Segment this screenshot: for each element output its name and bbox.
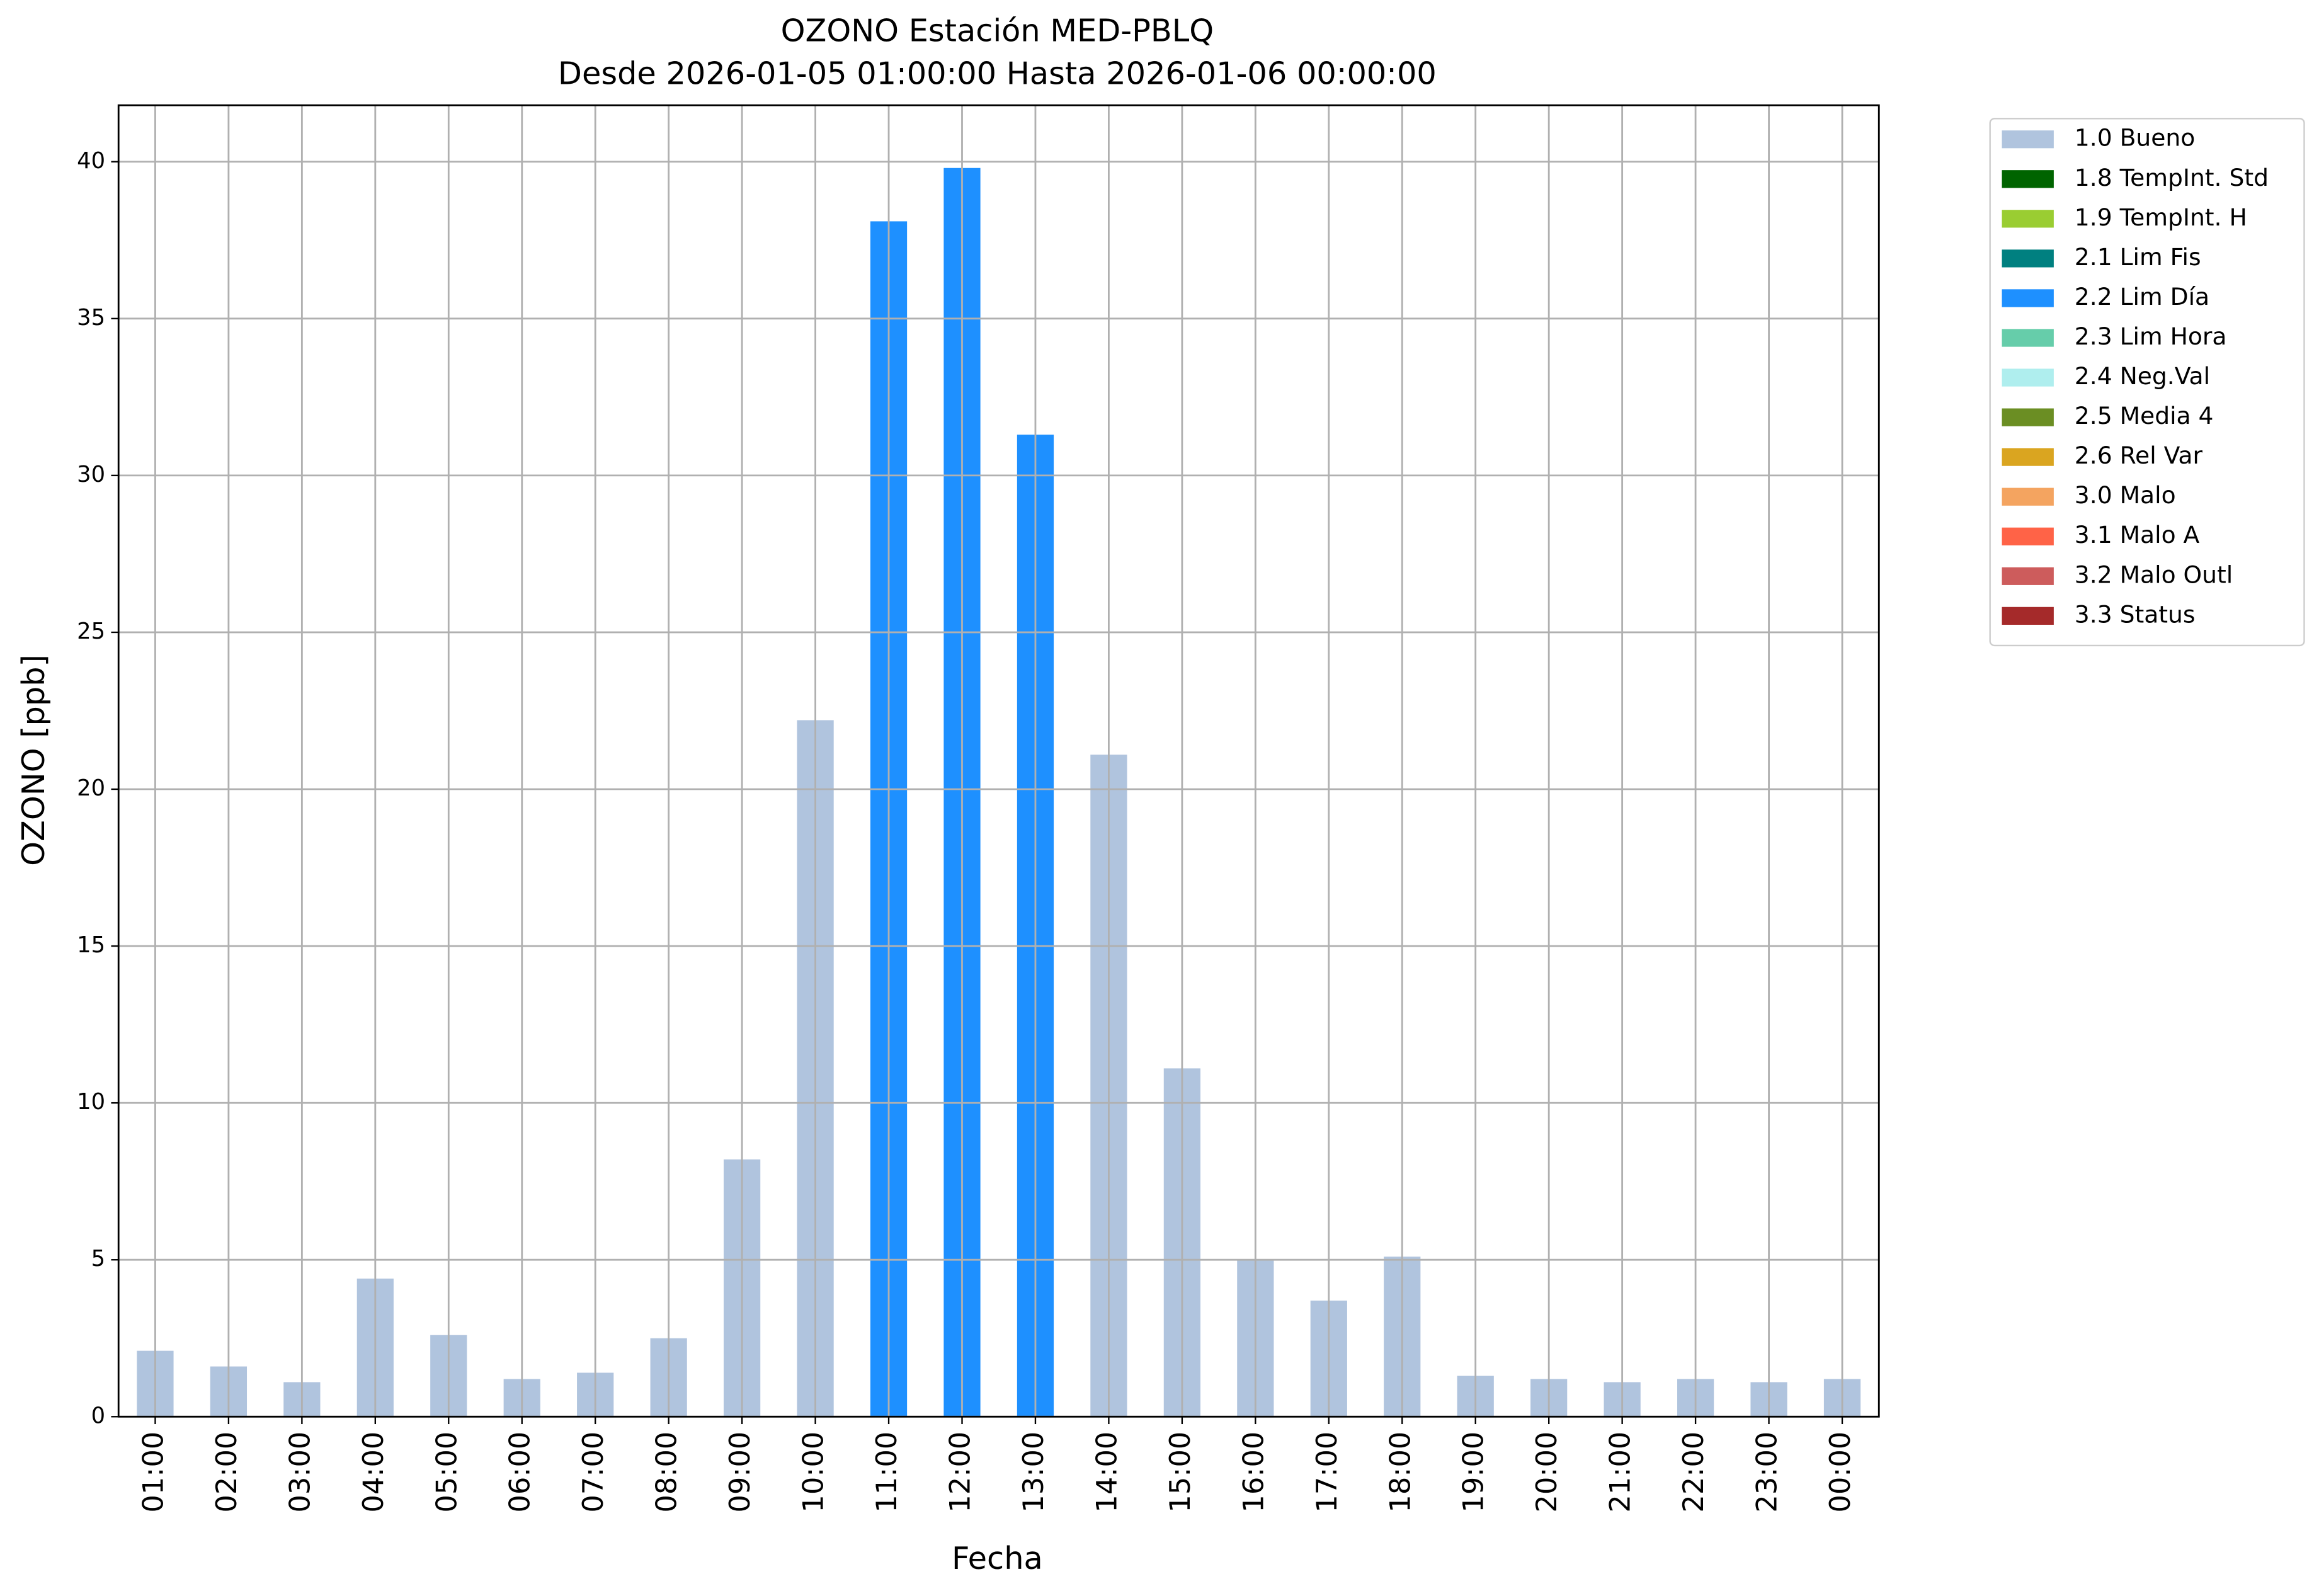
y-axis-label: OZONO [ppb]	[15, 654, 52, 866]
legend-label: 2.1 Lim Fis	[2075, 243, 2201, 271]
x-tick-label: 02:00	[210, 1432, 243, 1513]
x-tick-label: 20:00	[1530, 1432, 1563, 1513]
x-tick-label: 15:00	[1164, 1432, 1197, 1513]
legend-swatch	[2002, 368, 2054, 387]
legend-swatch	[2002, 249, 2054, 268]
legend-swatch	[2002, 607, 2054, 625]
x-tick-label: 03:00	[283, 1432, 316, 1513]
x-tick-label: 06:00	[504, 1432, 537, 1513]
x-tick-label: 12:00	[944, 1432, 977, 1513]
x-tick-label: 04:00	[357, 1432, 390, 1513]
legend-swatch	[2002, 329, 2054, 347]
legend-label: 3.0 Malo	[2075, 481, 2176, 509]
y-tick-label: 30	[77, 462, 105, 487]
x-tick-label: 08:00	[651, 1432, 683, 1513]
x-tick-label: 17:00	[1311, 1432, 1343, 1513]
x-tick-label: 00:00	[1824, 1432, 1857, 1513]
legend-label: 1.0 Bueno	[2075, 124, 2195, 152]
x-tick-label: 23:00	[1751, 1432, 1784, 1513]
legend-label: 1.8 TempInt. Std	[2075, 164, 2269, 191]
x-axis-label: Fecha	[952, 1540, 1043, 1576]
x-tick-label: 18:00	[1384, 1432, 1416, 1513]
legend-label: 2.5 Media 4	[2075, 402, 2214, 430]
legend-swatch	[2002, 527, 2054, 545]
legend-label: 1.9 TempInt. H	[2075, 203, 2247, 231]
x-tick-label: 22:00	[1677, 1432, 1710, 1513]
legend-box	[1989, 118, 2305, 647]
y-tick-label: 25	[77, 618, 105, 644]
legend-label: 2.3 Lim Hora	[2075, 322, 2227, 350]
legend-swatch	[2002, 448, 2054, 466]
legend-swatch	[2002, 210, 2054, 228]
y-tick-label: 20	[77, 775, 105, 801]
legend-label: 2.6 Rel Var	[2075, 442, 2203, 469]
x-tick-label: 11:00	[870, 1432, 903, 1513]
x-tick-label: 07:00	[577, 1432, 610, 1513]
x-tick-label: 13:00	[1017, 1432, 1050, 1513]
legend-swatch	[2002, 170, 2054, 188]
legend-label: 2.2 Lim Día	[2075, 283, 2209, 311]
y-tick-label: 5	[91, 1246, 105, 1272]
legend-swatch	[2002, 487, 2054, 506]
legend-label: 3.3 Status	[2075, 600, 2196, 628]
y-tick-label: 40	[77, 148, 105, 174]
legend-swatch	[2002, 130, 2054, 149]
legend-swatch	[2002, 289, 2054, 307]
chart-title: OZONO Estación MED-PBLQ	[781, 12, 1214, 48]
x-tick-label: 21:00	[1604, 1432, 1637, 1513]
legend-label: 3.2 Malo Outl	[2075, 561, 2233, 588]
plot-frame	[117, 104, 1880, 1418]
y-tick-label: 15	[77, 932, 105, 958]
chart-subtitle: Desde 2026-01-05 01:00:00 Hasta 2026-01-…	[558, 55, 1437, 92]
legend-swatch	[2002, 408, 2054, 426]
legend-swatch	[2002, 567, 2054, 585]
legend-label: 2.4 Neg.Val	[2075, 362, 2210, 390]
x-tick-label: 05:00	[430, 1432, 463, 1513]
y-tick-label: 10	[77, 1089, 105, 1115]
x-tick-label: 10:00	[797, 1432, 830, 1513]
y-tick-label: 35	[77, 305, 105, 331]
legend-label: 3.1 Malo A	[2075, 521, 2200, 549]
x-tick-label: 16:00	[1237, 1432, 1270, 1513]
y-tick-label: 0	[91, 1403, 105, 1428]
x-tick-label: 01:00	[137, 1432, 169, 1513]
x-tick-label: 19:00	[1457, 1432, 1490, 1513]
x-tick-label: 09:00	[724, 1432, 756, 1513]
x-tick-label: 14:00	[1090, 1432, 1123, 1513]
